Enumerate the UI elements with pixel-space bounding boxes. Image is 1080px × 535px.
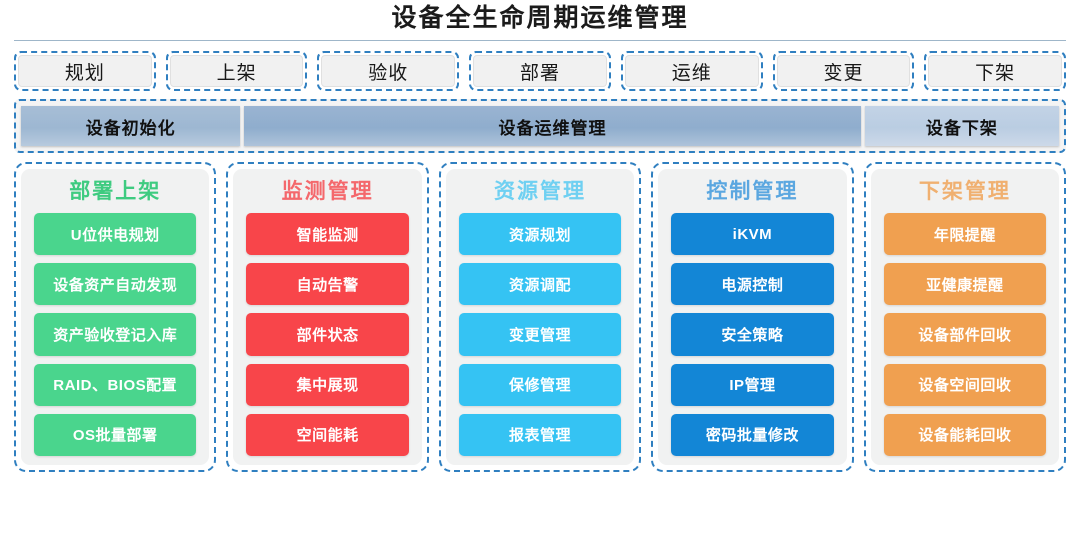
column-body: 控制管理 iKVM 电源控制安全策略 IP管理密码批量修改 bbox=[658, 169, 847, 465]
capability-chip[interactable]: 安全策略 bbox=[671, 313, 834, 356]
capability-chip[interactable]: 智能监测 bbox=[246, 213, 409, 256]
column-title: 部署上架 bbox=[69, 179, 162, 203]
capability-chip[interactable]: 年限提醒 bbox=[883, 213, 1047, 256]
capability-chip[interactable]: 设备能耗回收 bbox=[883, 413, 1047, 457]
column-body: 下架管理年限提醒亚健康提醒设备部件回收 设备空间回收 设备能耗回收 bbox=[870, 169, 1060, 465]
column-title: 控制管理 bbox=[706, 179, 799, 203]
phase-box-1[interactable]: 规划 bbox=[14, 51, 156, 91]
column-item-list: U位供电规划 设备资产自动发现 资产验收登记入库 RAID、BIOS配置 OS批量部署 bbox=[34, 213, 197, 457]
capability-chip[interactable]: 集中展现 bbox=[246, 363, 409, 406]
phase-label: 变更 bbox=[776, 55, 911, 87]
capability-chip[interactable]: IP管理 bbox=[671, 363, 834, 406]
capability-column-5: 下架管理年限提醒亚健康提醒设备部件回收 设备空间回收 设备能耗回收 bbox=[863, 162, 1067, 472]
capability-chip[interactable]: RAID、BIOS配置 bbox=[34, 363, 197, 406]
column-title: 监测管理 bbox=[281, 179, 374, 203]
phase-box-6[interactable]: 变更 bbox=[772, 51, 915, 91]
capability-chip[interactable]: iKVM bbox=[671, 213, 834, 256]
capability-chip[interactable]: 密码批量修改 bbox=[671, 413, 834, 457]
column-body: 监测管理智能监测自动告警部件状态集中展现空间能耗 bbox=[233, 169, 422, 465]
capability-chip[interactable]: 空间能耗 bbox=[246, 413, 409, 457]
capability-chip[interactable]: 保修管理 bbox=[458, 363, 622, 406]
capability-chip[interactable]: 报表管理 bbox=[458, 413, 622, 457]
page-title: 设备全生命周期运维管理 bbox=[391, 5, 689, 32]
capability-chip[interactable]: 设备空间回收 bbox=[883, 363, 1047, 406]
capability-chip[interactable]: OS批量部署 bbox=[34, 413, 197, 457]
phase-box-4[interactable]: 部署 bbox=[469, 51, 611, 91]
capability-chip[interactable]: 资源调配 bbox=[458, 263, 622, 306]
capability-chip[interactable]: 电源控制 bbox=[671, 263, 834, 306]
column-title: 资源管理 bbox=[494, 179, 587, 203]
capability-column-4: 控制管理 iKVM 电源控制安全策略 IP管理密码批量修改 bbox=[651, 162, 854, 472]
phase-row: 规划 上架 验收 部署 运维 变更 下架 bbox=[14, 51, 1067, 91]
capability-chip[interactable]: 设备资产自动发现 bbox=[34, 263, 197, 306]
capability-chip[interactable]: 部件状态 bbox=[246, 313, 409, 356]
capability-chip[interactable]: 设备部件回收 bbox=[883, 313, 1047, 356]
capability-chip[interactable]: 资源规划 bbox=[458, 213, 622, 256]
column-item-list: 资源规划资源调配变更管理保修管理报表管理 bbox=[458, 213, 622, 457]
phase-label: 上架 bbox=[169, 55, 304, 87]
column-item-list: 年限提醒亚健康提醒设备部件回收 设备空间回收 设备能耗回收 bbox=[883, 213, 1047, 457]
phase-label: 验收 bbox=[321, 55, 456, 87]
column-title: 下架管理 bbox=[918, 179, 1011, 203]
stage-segment-2[interactable]: 设备运维管理 bbox=[244, 106, 861, 146]
capability-chip[interactable]: 亚健康提醒 bbox=[883, 263, 1047, 306]
column-item-list: iKVM 电源控制安全策略 IP管理密码批量修改 bbox=[671, 213, 834, 457]
column-body: 资源管理资源规划资源调配变更管理保修管理报表管理 bbox=[445, 169, 635, 465]
capability-columns: 部署上架 U位供电规划 设备资产自动发现 资产验收登记入库 RAID、BIOS配置 OS批… bbox=[14, 162, 1067, 472]
column-item-list: 智能监测自动告警部件状态集中展现空间能耗 bbox=[246, 213, 409, 457]
phase-box-2[interactable]: 上架 bbox=[165, 51, 308, 91]
phase-label: 规划 bbox=[18, 55, 152, 87]
title-divider bbox=[14, 40, 1066, 41]
capability-chip[interactable]: 资产验收登记入库 bbox=[34, 313, 197, 356]
phase-label: 部署 bbox=[473, 55, 607, 87]
capability-column-1: 部署上架 U位供电规划 设备资产自动发现 资产验收登记入库 RAID、BIOS配置 OS批… bbox=[14, 162, 217, 472]
capability-column-3: 资源管理资源规划资源调配变更管理保修管理报表管理 bbox=[438, 162, 642, 472]
phase-box-3[interactable]: 验收 bbox=[317, 51, 460, 91]
phase-label: 下架 bbox=[928, 55, 1063, 87]
capability-chip[interactable]: U位供电规划 bbox=[34, 213, 197, 256]
phase-label: 运维 bbox=[624, 55, 759, 87]
phase-box-7[interactable]: 下架 bbox=[924, 51, 1067, 91]
stage-segment-3[interactable]: 设备下架 bbox=[864, 106, 1059, 146]
stage-bar: 设备初始化 设备运维管理 设备下架 bbox=[14, 99, 1066, 153]
stage-segment-1[interactable]: 设备初始化 bbox=[21, 106, 241, 146]
capability-chip[interactable]: 变更管理 bbox=[458, 313, 622, 356]
column-body: 部署上架 U位供电规划 设备资产自动发现 资产验收登记入库 RAID、BIOS配置 OS批… bbox=[21, 169, 210, 465]
capability-chip[interactable]: 自动告警 bbox=[246, 263, 409, 306]
phase-box-5[interactable]: 运维 bbox=[620, 51, 763, 91]
capability-column-2: 监测管理智能监测自动告警部件状态集中展现空间能耗 bbox=[226, 162, 429, 472]
